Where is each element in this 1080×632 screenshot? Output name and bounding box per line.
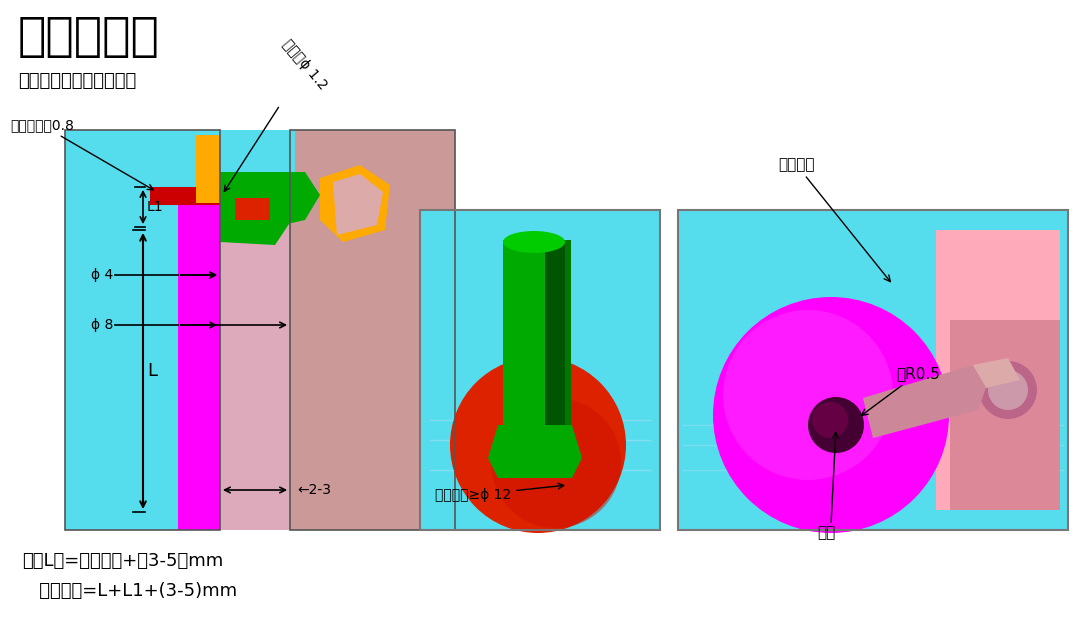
Circle shape bbox=[450, 357, 626, 533]
Polygon shape bbox=[936, 230, 1059, 510]
Bar bbox=[420, 210, 660, 530]
Bar bbox=[65, 130, 220, 530]
Bar bbox=[65, 130, 295, 192]
Bar bbox=[178, 130, 220, 530]
Bar bbox=[678, 210, 1068, 530]
Text: 牛角潜骨位形式结构如下: 牛角潜骨位形式结构如下 bbox=[18, 72, 136, 90]
Bar bbox=[195, 135, 220, 203]
Text: 吸盘范围≥ϕ 12: 吸盘范围≥ϕ 12 bbox=[435, 483, 564, 502]
Ellipse shape bbox=[978, 361, 1037, 419]
Polygon shape bbox=[320, 165, 390, 242]
Polygon shape bbox=[950, 320, 1059, 510]
Bar bbox=[150, 187, 258, 205]
Circle shape bbox=[491, 398, 621, 528]
Polygon shape bbox=[235, 198, 270, 220]
Circle shape bbox=[808, 397, 864, 453]
Polygon shape bbox=[220, 192, 293, 245]
Bar bbox=[291, 130, 455, 530]
Text: 进胶口ϕ 1.2: 进胶口ϕ 1.2 bbox=[280, 37, 329, 92]
Bar bbox=[503, 240, 571, 455]
Circle shape bbox=[812, 402, 848, 438]
Polygon shape bbox=[863, 365, 986, 438]
Text: ϕ 8: ϕ 8 bbox=[91, 318, 113, 332]
Ellipse shape bbox=[503, 231, 565, 253]
Polygon shape bbox=[488, 425, 582, 478]
Text: L: L bbox=[147, 362, 157, 380]
Text: ←2-3: ←2-3 bbox=[297, 483, 330, 497]
Bar bbox=[678, 210, 1068, 530]
Text: 止转: 止转 bbox=[816, 525, 835, 540]
Text: 利于折弯: 利于折弯 bbox=[778, 157, 890, 282]
Circle shape bbox=[713, 297, 949, 533]
Bar bbox=[291, 130, 455, 530]
Circle shape bbox=[723, 310, 893, 480]
Ellipse shape bbox=[988, 370, 1028, 410]
Text: 牛角潜骨位: 牛角潜骨位 bbox=[18, 15, 160, 60]
Text: ϕ 4: ϕ 4 bbox=[91, 268, 113, 282]
Text: 吸盘片厚度0.8: 吸盘片厚度0.8 bbox=[10, 118, 153, 190]
Text: 倒R0.5: 倒R0.5 bbox=[862, 366, 940, 415]
Bar bbox=[503, 240, 565, 450]
Polygon shape bbox=[973, 358, 1020, 388]
Bar bbox=[545, 240, 565, 450]
Text: 顶针行程=L+L1+(3-5)mm: 顶针行程=L+L1+(3-5)mm bbox=[22, 582, 238, 600]
Bar bbox=[420, 210, 660, 530]
Polygon shape bbox=[333, 174, 383, 235]
Polygon shape bbox=[220, 172, 320, 230]
Bar bbox=[65, 130, 220, 530]
Text: L1: L1 bbox=[147, 200, 164, 214]
Bar bbox=[220, 130, 291, 530]
Text: 注：L值=牛角线长+（3-5）mm: 注：L值=牛角线长+（3-5）mm bbox=[22, 552, 224, 570]
